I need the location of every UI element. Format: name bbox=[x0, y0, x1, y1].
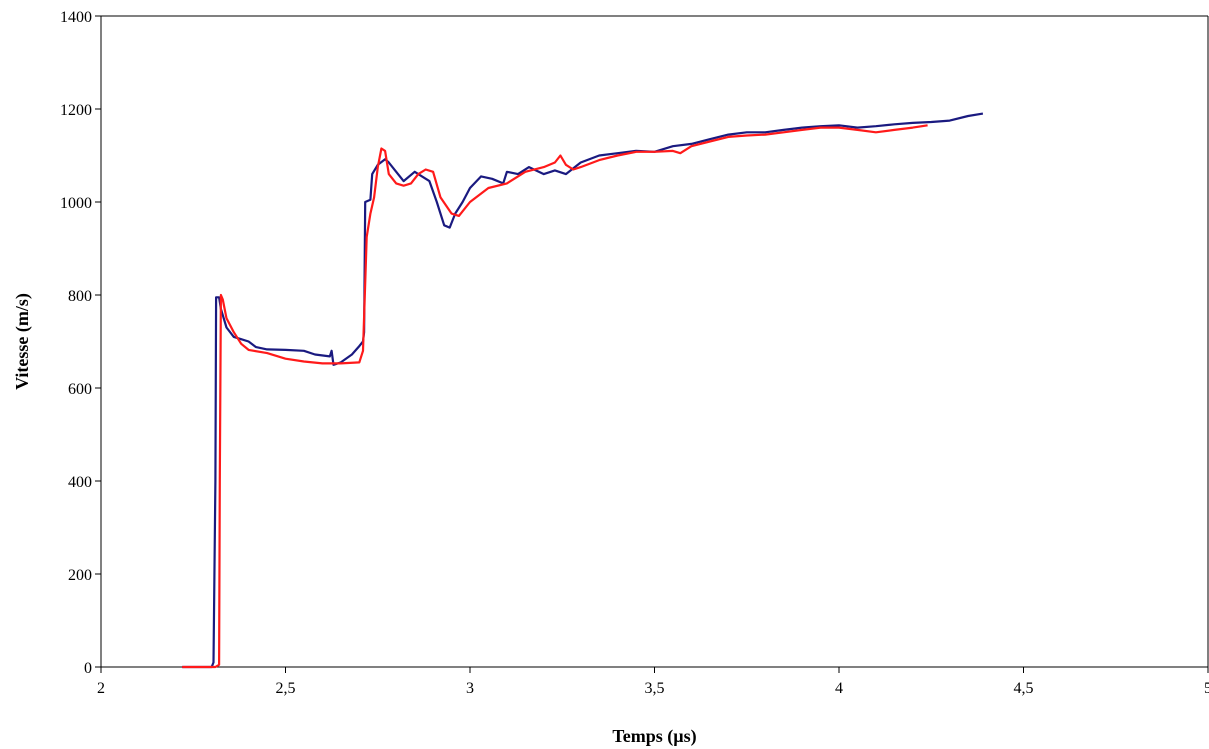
series-group bbox=[182, 112, 984, 669]
plot-area bbox=[100, 15, 1209, 668]
x-tick-label: 4,5 bbox=[1014, 680, 1034, 697]
y-tick-label: 1400 bbox=[60, 9, 92, 26]
y-axis-ticks: 0 200 400 600 800 1000 1200 1400 bbox=[60, 9, 101, 677]
series-line-2 bbox=[182, 124, 928, 669]
x-axis-title: Temps (µs) bbox=[612, 726, 696, 747]
y-tick-label: 800 bbox=[68, 288, 92, 305]
y-tick-label: 600 bbox=[68, 381, 92, 398]
y-tick-label: 0 bbox=[84, 660, 92, 677]
x-tick-label: 2,5 bbox=[276, 680, 296, 697]
x-axis-ticks: 2 2,5 3 3,5 4 4,5 5 bbox=[97, 667, 1209, 697]
x-tick-label: 4 bbox=[835, 680, 843, 697]
y-tick-label: 1200 bbox=[60, 102, 92, 119]
x-tick-label: 2 bbox=[97, 680, 105, 697]
x-tick-label: 3,5 bbox=[645, 680, 665, 697]
y-tick-label: 1000 bbox=[60, 195, 92, 212]
x-tick-label: 5 bbox=[1204, 680, 1209, 697]
y-tick-label: 200 bbox=[68, 567, 92, 584]
series-line-1 bbox=[182, 112, 984, 669]
x-tick-label: 3 bbox=[466, 680, 474, 697]
y-axis-title: Vitesse (m/s) bbox=[12, 293, 33, 390]
y-tick-label: 400 bbox=[68, 474, 92, 491]
